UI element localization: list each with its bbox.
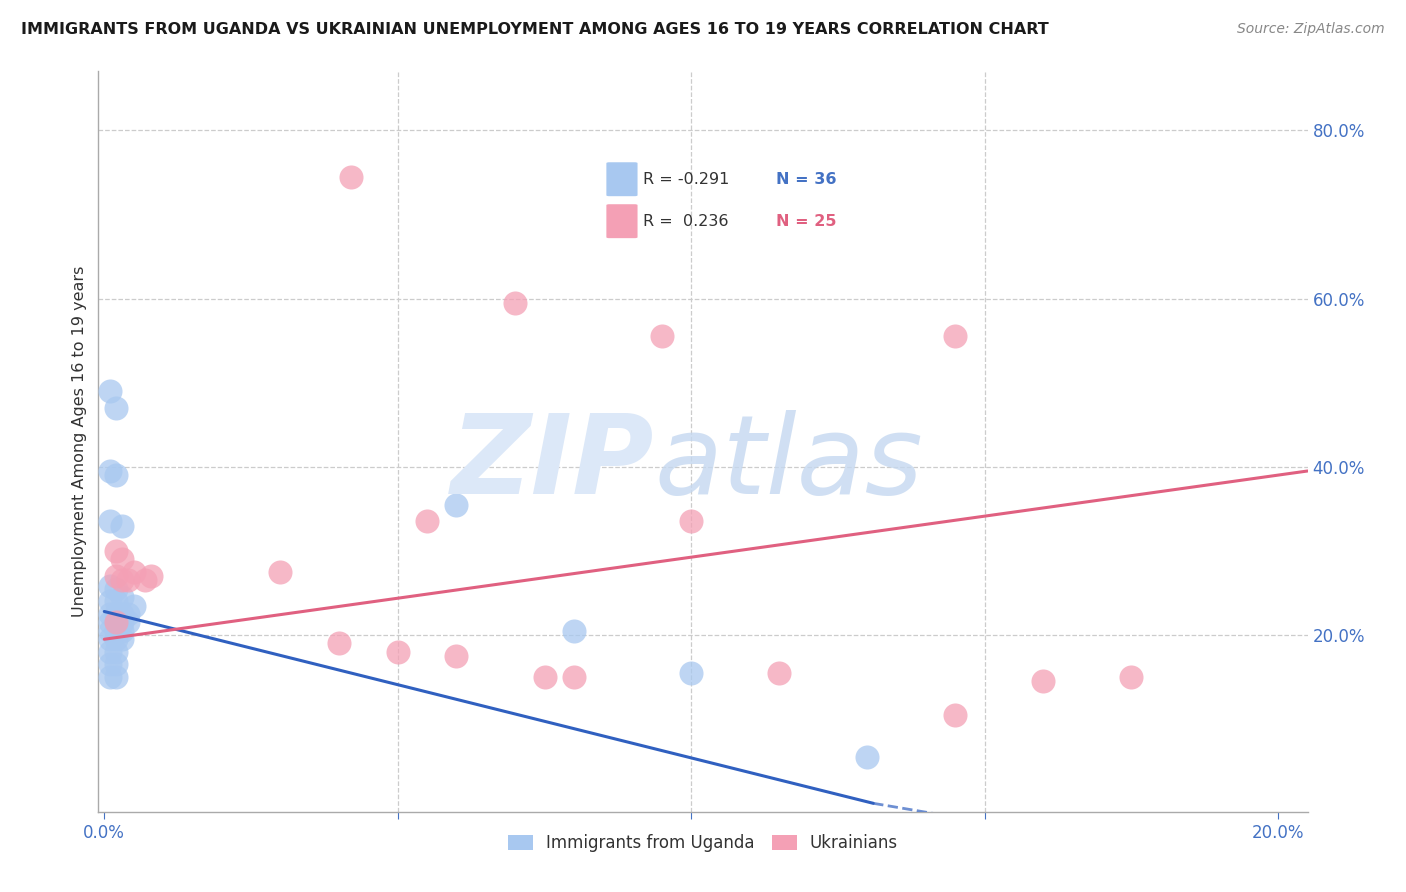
Point (269, 565, 291, 579)
Text: Source: ZipAtlas.com: Source: ZipAtlas.com (1237, 22, 1385, 37)
Text: N = 36: N = 36 (776, 172, 837, 186)
Point (340, 169, 363, 184)
Point (945, 708, 967, 723)
Point (105, 632, 128, 647)
Text: R =  0.236: R = 0.236 (643, 214, 728, 228)
Text: R = -0.291: R = -0.291 (643, 172, 730, 186)
Point (111, 574, 134, 588)
Point (98, 594, 121, 608)
FancyBboxPatch shape (606, 204, 637, 238)
Point (117, 615, 139, 630)
Point (105, 544, 128, 558)
Point (98, 384, 121, 398)
Y-axis label: Unemployment Among Ages 16 to 19 years: Unemployment Among Ages 16 to 19 years (72, 266, 87, 617)
Point (111, 552, 134, 566)
Point (328, 636, 350, 650)
Point (105, 401, 128, 415)
Text: ZIP: ZIP (451, 410, 655, 517)
Point (98, 670, 121, 684)
Point (111, 615, 134, 630)
Point (562, 624, 585, 638)
FancyBboxPatch shape (606, 162, 637, 196)
Point (681, 515, 703, 529)
Point (111, 632, 134, 647)
Point (387, 645, 409, 659)
Point (1121, 670, 1143, 684)
Point (651, 329, 673, 343)
Point (117, 607, 139, 621)
Point (503, 295, 526, 310)
Point (111, 624, 134, 638)
Point (105, 645, 128, 659)
Point (856, 750, 879, 764)
Point (98, 464, 121, 478)
Point (105, 594, 128, 608)
Point (105, 615, 128, 630)
Point (117, 574, 139, 588)
Point (416, 515, 439, 529)
Point (105, 569, 128, 583)
Point (98, 632, 121, 647)
Point (98, 579, 121, 593)
Point (945, 329, 967, 343)
Point (111, 607, 134, 621)
Point (1032, 674, 1054, 689)
Point (533, 670, 555, 684)
Point (98, 657, 121, 672)
Point (105, 615, 128, 630)
Point (105, 607, 128, 621)
Text: IMMIGRANTS FROM UGANDA VS UKRAINIAN UNEMPLOYMENT AMONG AGES 16 TO 19 YEARS CORRE: IMMIGRANTS FROM UGANDA VS UKRAINIAN UNEM… (21, 22, 1049, 37)
Point (134, 574, 156, 588)
Point (111, 590, 134, 604)
Point (105, 670, 128, 684)
Point (105, 468, 128, 483)
Point (98, 615, 121, 630)
Text: N = 25: N = 25 (776, 214, 837, 228)
Point (562, 670, 585, 684)
Point (768, 665, 790, 680)
Point (98, 624, 121, 638)
Point (98, 645, 121, 659)
Point (681, 665, 703, 680)
Point (98, 607, 121, 621)
Point (98, 515, 121, 529)
Point (446, 498, 468, 512)
Point (105, 657, 128, 672)
Point (122, 565, 145, 579)
Point (446, 649, 468, 664)
Point (141, 569, 163, 583)
Legend: Immigrants from Uganda, Ukrainians: Immigrants from Uganda, Ukrainians (502, 828, 904, 859)
Point (105, 624, 128, 638)
Text: atlas: atlas (655, 410, 924, 517)
Point (111, 518, 134, 533)
Point (105, 582, 128, 596)
Point (122, 599, 145, 613)
